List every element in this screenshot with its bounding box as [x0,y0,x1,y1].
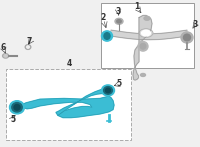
Text: 2: 2 [100,13,106,22]
Ellipse shape [10,101,24,114]
Ellipse shape [27,46,29,48]
Text: 5: 5 [116,78,122,88]
Ellipse shape [3,54,9,58]
Polygon shape [111,30,187,40]
Ellipse shape [144,17,150,20]
Text: 3: 3 [192,20,198,29]
Ellipse shape [106,88,110,93]
Text: 5: 5 [10,115,16,124]
Bar [101,3,194,68]
Text: 4: 4 [66,59,72,69]
Ellipse shape [139,29,153,37]
Ellipse shape [138,42,148,51]
Polygon shape [21,96,114,118]
Ellipse shape [4,55,7,57]
Polygon shape [133,15,152,80]
Bar [6,69,131,140]
Ellipse shape [102,31,112,41]
Ellipse shape [181,32,193,43]
Polygon shape [56,90,107,115]
Text: 6: 6 [1,43,6,52]
Ellipse shape [14,105,20,110]
Text: 7: 7 [26,37,32,46]
Ellipse shape [117,20,121,23]
Ellipse shape [140,44,146,49]
Ellipse shape [115,18,123,24]
Text: 3: 3 [116,6,121,16]
Ellipse shape [142,30,151,36]
Ellipse shape [102,85,114,96]
Ellipse shape [25,45,31,49]
Ellipse shape [12,103,22,112]
Ellipse shape [184,34,190,41]
Ellipse shape [140,74,146,76]
Ellipse shape [104,33,110,39]
Ellipse shape [104,87,112,94]
Text: 1: 1 [134,2,140,11]
